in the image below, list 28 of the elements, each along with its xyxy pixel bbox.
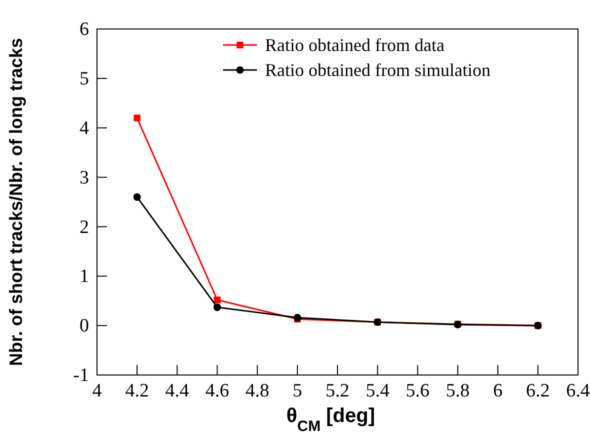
x-tick-label: 6.4	[566, 380, 590, 402]
x-axis-title: θ$_{CM}$ [deg]	[286, 405, 375, 434]
x-tick-label: 6.2	[526, 380, 550, 402]
x-tick-label: 4.6	[205, 380, 230, 402]
x-tick-label: 5.2	[326, 380, 350, 402]
x-tick-label: 5.4	[366, 380, 390, 402]
x-tick-label: 5	[292, 380, 302, 402]
y-tick-label: 1	[80, 266, 89, 288]
x-tick-label: 6	[493, 380, 503, 402]
legend-label: Ratio obtained from simulation	[265, 60, 490, 80]
y-tick-label: -1	[73, 365, 89, 386]
legend-label: Ratio obtained from data	[265, 35, 444, 55]
x-tick-label: 4.2	[125, 380, 149, 402]
y-tick-label: 0	[80, 316, 89, 337]
point	[214, 296, 221, 304]
point	[133, 193, 141, 201]
y-tick-label: 6	[80, 19, 89, 40]
y-tick-label: 5	[80, 68, 89, 90]
y-tick-label: 2	[80, 216, 89, 238]
x-tick-label: 5.6	[406, 380, 430, 402]
point	[213, 304, 222, 312]
y-axis-title: Nbr. of short tracks/Nbr. of long tracks	[6, 38, 26, 366]
x-tick-label: 4.8	[245, 380, 270, 402]
y-tick-label: 3	[80, 167, 89, 188]
y-tick-label: 4	[80, 118, 90, 139]
point	[134, 114, 140, 122]
x-tick-label: 4.4	[165, 380, 190, 402]
x-tick-label: 5.8	[446, 380, 470, 402]
